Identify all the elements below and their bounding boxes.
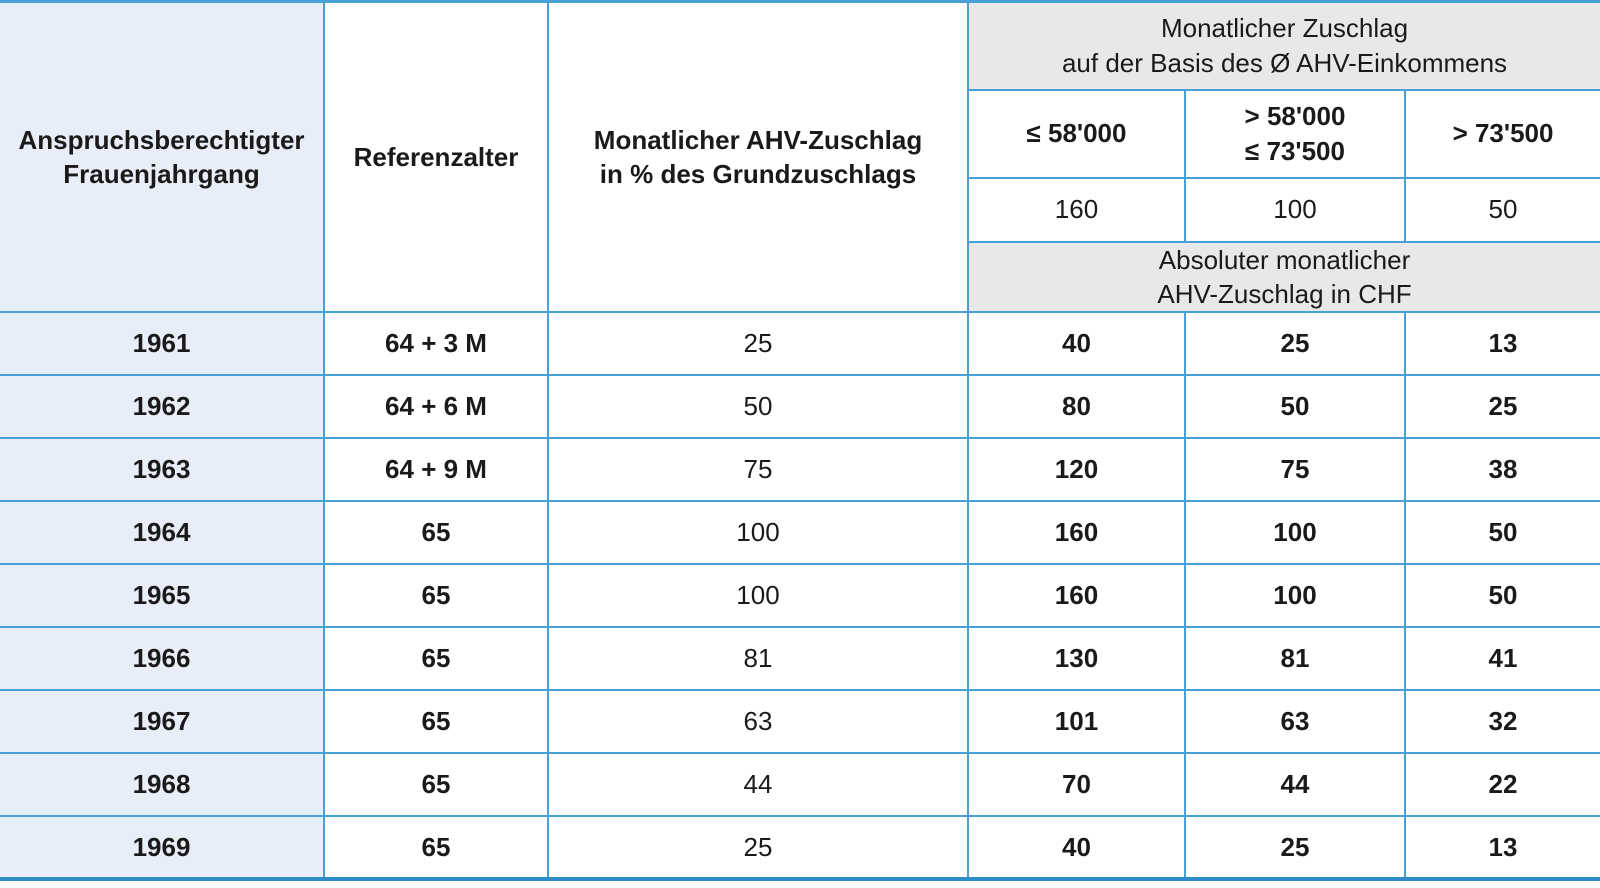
cell-chf-high: 22 — [1403, 752, 1600, 818]
cell-zuschlag-prozent: 100 — [547, 500, 969, 566]
header-frauenjahrgang: Anspruchsberechtigter Frauenjahrgang — [0, 0, 325, 314]
cell-referenzalter: 65 — [323, 752, 549, 818]
table-row-1961: 1961 64 + 3 M 25 40 25 13 — [0, 311, 1600, 377]
cell-year: 1961 — [0, 311, 325, 377]
table-row-1963: 1963 64 + 9 M 75 120 75 38 — [0, 437, 1600, 503]
header-row-absolute: Absoluter monatlicher AHV-Zuschlag in CH… — [0, 240, 1600, 314]
cell-chf-mid: 75 — [1184, 437, 1406, 503]
cell-chf-high: 50 — [1403, 500, 1600, 566]
table-row-1968: 1968 65 44 70 44 22 — [0, 752, 1600, 818]
cell-chf-high: 38 — [1403, 437, 1600, 503]
cell-chf-mid: 100 — [1184, 563, 1406, 629]
cell-year: 1967 — [0, 689, 325, 755]
cell-zuschlag-prozent: 63 — [547, 689, 969, 755]
cell-zuschlag-prozent: 25 — [547, 815, 969, 882]
cell-chf-high: 50 — [1403, 563, 1600, 629]
cell-chf-low: 80 — [967, 374, 1186, 440]
table-row-1969: 1969 65 25 40 25 13 — [0, 815, 1600, 882]
cell-referenzalter: 65 — [323, 563, 549, 629]
cell-year: 1962 — [0, 374, 325, 440]
grundzuschlag-value-high: 50 — [1403, 176, 1600, 243]
header-group-monatlicher-zuschlag: Monatlicher Zuschlag auf der Basis des Ø… — [966, 0, 1600, 91]
cell-referenzalter: 65 — [323, 815, 549, 882]
grundzuschlag-value-mid: 100 — [1184, 176, 1406, 243]
cell-chf-low: 70 — [967, 752, 1186, 818]
cell-chf-low: 101 — [967, 689, 1186, 755]
cell-year: 1964 — [0, 500, 325, 566]
cell-chf-high: 13 — [1403, 311, 1600, 377]
table-row-1966: 1966 65 81 130 81 41 — [0, 626, 1600, 692]
header-income-band-low: ≤ 58'000 — [967, 88, 1186, 179]
header-referenzalter: Referenzalter — [323, 0, 549, 314]
header-income-band-high: > 73'500 — [1403, 88, 1600, 179]
cell-referenzalter: 64 + 9 M — [323, 437, 549, 503]
cell-zuschlag-prozent: 100 — [547, 563, 969, 629]
cell-chf-high: 13 — [1403, 815, 1600, 882]
cell-zuschlag-prozent: 81 — [547, 626, 969, 692]
cell-chf-mid: 25 — [1184, 815, 1406, 882]
cell-chf-high: 32 — [1403, 689, 1600, 755]
cell-chf-low: 40 — [967, 311, 1186, 377]
cell-chf-mid: 100 — [1184, 500, 1406, 566]
cell-zuschlag-prozent: 25 — [547, 311, 969, 377]
header-zuschlag-prozent: Monatlicher AHV-Zuschlag in % des Grundz… — [547, 0, 969, 314]
cell-chf-mid: 81 — [1184, 626, 1406, 692]
header-row-group: Anspruchsberechtigter Frauenjahrgang Ref… — [0, 0, 1600, 314]
table-row-1962: 1962 64 + 6 M 50 80 50 25 — [0, 374, 1600, 440]
cell-chf-low: 130 — [967, 626, 1186, 692]
cell-year: 1965 — [0, 563, 325, 629]
table-row-1967: 1967 65 63 101 63 32 — [0, 689, 1600, 755]
cell-year: 1963 — [0, 437, 325, 503]
cell-chf-low: 120 — [967, 437, 1186, 503]
cell-referenzalter: 65 — [323, 626, 549, 692]
cell-referenzalter: 65 — [323, 500, 549, 566]
header-row-grundzuschlag: 160 100 50 — [0, 176, 1600, 243]
cell-referenzalter: 65 — [323, 689, 549, 755]
cell-chf-mid: 63 — [1184, 689, 1406, 755]
cell-chf-mid: 44 — [1184, 752, 1406, 818]
cell-chf-low: 160 — [967, 500, 1186, 566]
cell-referenzalter: 64 + 6 M — [323, 374, 549, 440]
header-row-income-bands: ≤ 58'000 > 58'000 ≤ 73'500 > 73'500 — [0, 88, 1600, 179]
grundzuschlag-value-low: 160 — [967, 176, 1186, 243]
cell-zuschlag-prozent: 44 — [547, 752, 969, 818]
cell-chf-high: 25 — [1403, 374, 1600, 440]
cell-chf-low: 40 — [967, 815, 1186, 882]
header-absoluter-zuschlag: Absoluter monatlicher AHV-Zuschlag in CH… — [966, 240, 1600, 314]
cell-chf-mid: 50 — [1184, 374, 1406, 440]
table-row-1965: 1965 65 100 160 100 50 — [0, 563, 1600, 629]
cell-year: 1969 — [0, 815, 325, 882]
cell-zuschlag-prozent: 75 — [547, 437, 969, 503]
cell-zuschlag-prozent: 50 — [547, 374, 969, 440]
cell-year: 1968 — [0, 752, 325, 818]
cell-chf-mid: 25 — [1184, 311, 1406, 377]
header-income-band-mid: > 58'000 ≤ 73'500 — [1184, 88, 1406, 179]
cell-chf-low: 160 — [967, 563, 1186, 629]
table-row-1964: 1964 65 100 160 100 50 — [0, 500, 1600, 566]
cell-chf-high: 41 — [1403, 626, 1600, 692]
cell-referenzalter: 64 + 3 M — [323, 311, 549, 377]
cell-year: 1966 — [0, 626, 325, 692]
